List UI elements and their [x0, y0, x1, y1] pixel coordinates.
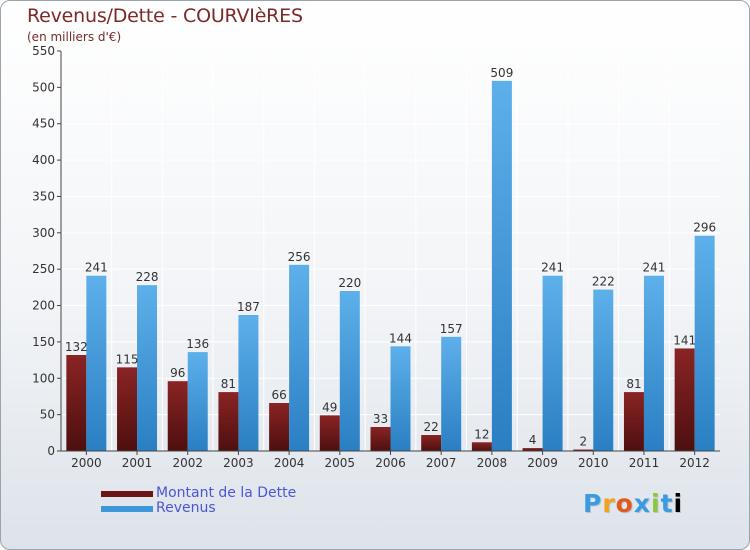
bar-revenus: [339, 291, 360, 451]
y-tick-label: 50: [40, 408, 55, 422]
proxiti-logo: Proxiti: [583, 489, 684, 518]
bar-dette: [471, 442, 492, 451]
data-label-revenus: 157: [440, 322, 463, 336]
bar-dette: [522, 448, 543, 451]
data-label-revenus: 228: [136, 270, 159, 284]
bar-revenus: [289, 264, 310, 451]
x-tick-label: 2007: [426, 456, 457, 470]
data-label-dette: 33: [373, 412, 388, 426]
bar-revenus: [491, 80, 512, 452]
data-label-revenus: 256: [288, 250, 311, 264]
y-tick-label: 500: [32, 80, 55, 94]
x-tick-label: 2011: [629, 456, 660, 470]
bar-dette: [167, 381, 188, 451]
y-tick-label: 350: [32, 189, 55, 203]
data-label-dette: 4: [529, 433, 537, 447]
bar-revenus: [542, 275, 563, 451]
x-tick-label: 2000: [71, 456, 102, 470]
data-label-dette: 115: [116, 352, 139, 366]
data-label-dette: 22: [424, 420, 439, 434]
data-label-dette: 2: [579, 435, 587, 449]
data-label-revenus: 136: [186, 337, 209, 351]
x-tick-label: 2001: [122, 456, 153, 470]
x-tick-label: 2010: [578, 456, 609, 470]
x-tick-label: 2005: [325, 456, 356, 470]
data-label-revenus: 296: [693, 221, 716, 235]
data-label-dette: 12: [474, 427, 489, 441]
data-label-revenus: 241: [643, 261, 666, 275]
bar-dette: [218, 392, 239, 451]
y-tick-label: 400: [32, 153, 55, 167]
legend-swatch-dette: [101, 491, 153, 497]
x-tick-label: 2006: [375, 456, 406, 470]
data-label-revenus: 241: [85, 261, 108, 275]
data-label-revenus: 222: [592, 275, 615, 289]
bar-revenus: [593, 289, 614, 451]
bar-dette: [674, 348, 695, 451]
data-label-revenus: 144: [389, 331, 412, 345]
data-label-dette: 141: [673, 333, 696, 347]
bar-dette: [573, 449, 594, 451]
chart-subtitle: (en milliers d'€): [27, 30, 122, 44]
bar-revenus: [86, 275, 107, 451]
y-tick-label: 200: [32, 299, 55, 313]
legend-swatch-revenus: [101, 506, 153, 512]
data-label-dette: 49: [322, 400, 337, 414]
bar-revenus: [238, 315, 259, 451]
bar-dette: [623, 392, 644, 451]
data-label-revenus: 509: [490, 66, 513, 80]
y-tick-label: 450: [32, 117, 55, 131]
data-label-revenus: 220: [338, 276, 361, 290]
y-tick-label: 250: [32, 262, 55, 276]
chart-title: Revenus/Dette - COURVIèRES: [27, 5, 303, 27]
data-label-dette: 81: [221, 377, 236, 391]
bar-revenus: [694, 235, 715, 451]
y-tick-label: 100: [32, 371, 55, 385]
bar-dette: [269, 403, 290, 451]
data-label-dette: 96: [170, 366, 185, 380]
bar-revenus: [187, 352, 208, 451]
data-label-revenus: 187: [237, 300, 260, 314]
bar-revenus: [137, 285, 158, 451]
y-tick-label: 0: [47, 444, 55, 458]
data-label-dette: 132: [65, 340, 88, 354]
bar-dette: [66, 355, 87, 451]
bar-dette: [117, 367, 138, 451]
bar-revenus: [441, 336, 462, 451]
y-tick-label: 300: [32, 226, 55, 240]
y-tick-label: 150: [32, 335, 55, 349]
bar-dette: [370, 427, 391, 451]
x-tick-label: 2012: [679, 456, 710, 470]
bar-dette: [421, 435, 442, 451]
x-tick-label: 2002: [172, 456, 203, 470]
data-label-revenus: 241: [541, 261, 564, 275]
legend-label-revenus: Revenus: [156, 500, 216, 516]
bar-revenus: [390, 346, 411, 451]
x-tick-label: 2003: [223, 456, 254, 470]
x-tick-label: 2004: [274, 456, 305, 470]
data-label-dette: 81: [626, 377, 641, 391]
y-tick-label: 550: [32, 44, 55, 58]
bar-revenus: [643, 275, 664, 451]
x-tick-label: 2008: [477, 456, 508, 470]
x-tick-label: 2009: [527, 456, 558, 470]
legend-label-dette: Montant de la Dette: [156, 485, 297, 501]
bar-dette: [319, 415, 340, 451]
data-label-dette: 66: [271, 388, 286, 402]
